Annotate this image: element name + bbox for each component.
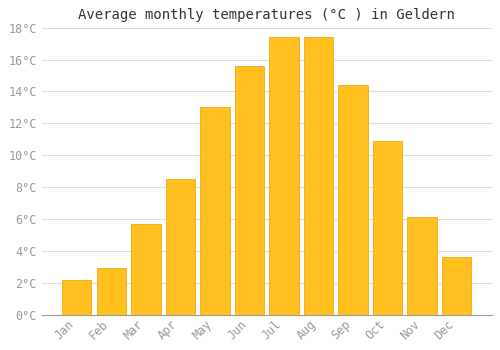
Bar [166, 179, 195, 315]
Bar [408, 217, 436, 315]
Bar [131, 224, 160, 315]
Bar [234, 66, 264, 315]
Title: Average monthly temperatures (°C ) in Geldern: Average monthly temperatures (°C ) in Ge… [78, 8, 455, 22]
Bar [62, 280, 92, 315]
Bar [442, 257, 471, 315]
Bar [200, 107, 230, 315]
Bar [373, 141, 402, 315]
Bar [304, 37, 333, 315]
Bar [338, 85, 368, 315]
Bar [270, 37, 298, 315]
Bar [96, 268, 126, 315]
